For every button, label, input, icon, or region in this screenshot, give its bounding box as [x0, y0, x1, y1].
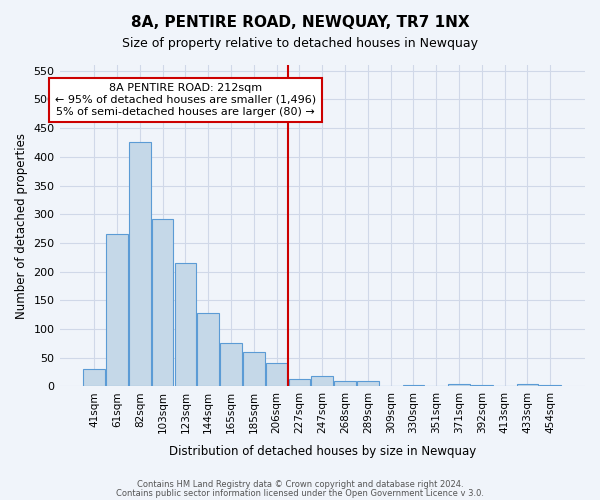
Bar — [448, 384, 470, 386]
Bar — [266, 364, 287, 386]
Bar — [311, 376, 333, 386]
Bar — [539, 384, 561, 386]
Bar — [243, 352, 265, 386]
Bar — [106, 234, 128, 386]
Text: 8A PENTIRE ROAD: 212sqm
← 95% of detached houses are smaller (1,496)
5% of semi-: 8A PENTIRE ROAD: 212sqm ← 95% of detache… — [55, 84, 316, 116]
Y-axis label: Number of detached properties: Number of detached properties — [15, 132, 28, 318]
Bar — [220, 344, 242, 386]
Bar — [152, 220, 173, 386]
Text: Size of property relative to detached houses in Newquay: Size of property relative to detached ho… — [122, 38, 478, 51]
Bar — [357, 380, 379, 386]
Bar — [334, 381, 356, 386]
Text: Contains public sector information licensed under the Open Government Licence v : Contains public sector information licen… — [116, 488, 484, 498]
Bar — [129, 142, 151, 386]
Bar — [197, 313, 219, 386]
Text: 8A, PENTIRE ROAD, NEWQUAY, TR7 1NX: 8A, PENTIRE ROAD, NEWQUAY, TR7 1NX — [131, 15, 469, 30]
X-axis label: Distribution of detached houses by size in Newquay: Distribution of detached houses by size … — [169, 444, 476, 458]
Bar — [83, 369, 105, 386]
Bar — [175, 263, 196, 386]
Bar — [289, 379, 310, 386]
Bar — [517, 384, 538, 386]
Text: Contains HM Land Registry data © Crown copyright and database right 2024.: Contains HM Land Registry data © Crown c… — [137, 480, 463, 489]
Bar — [403, 384, 424, 386]
Bar — [471, 384, 493, 386]
